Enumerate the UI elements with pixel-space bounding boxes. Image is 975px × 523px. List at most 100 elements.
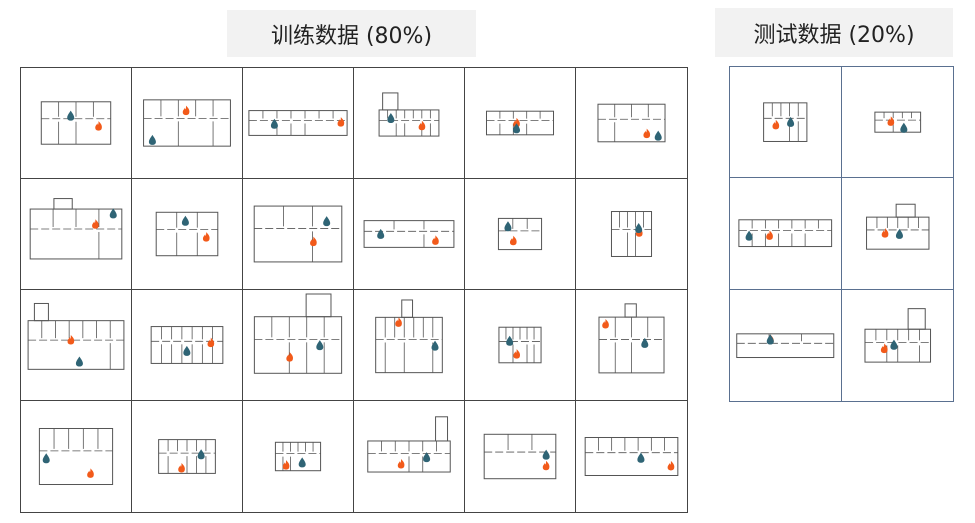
fire-icon <box>87 468 94 478</box>
water-drop-icon <box>181 215 189 226</box>
train-floor-plan-cell <box>243 401 354 512</box>
fire-icon <box>202 232 210 242</box>
floor-plan <box>253 205 343 263</box>
floor-plan <box>738 219 833 248</box>
floor-plan <box>498 326 542 364</box>
fire-icon <box>602 319 609 329</box>
test-floor-plan-cell <box>842 290 954 401</box>
fire-icon <box>881 228 888 238</box>
train-floor-plan-cell <box>354 68 465 179</box>
water-drop-icon <box>197 449 205 460</box>
fire-icon <box>395 317 402 327</box>
train-floor-plan-cell <box>576 179 687 290</box>
train-floor-plan-cell <box>21 179 132 290</box>
water-drop-icon <box>377 228 385 239</box>
floor-plan <box>253 293 343 374</box>
fire-icon <box>418 120 426 131</box>
water-drop-icon <box>183 345 191 356</box>
train-grid <box>20 67 688 513</box>
floor-plan <box>158 439 216 474</box>
floor-plan <box>497 217 543 251</box>
test-data-title: 测试数据 (20%) <box>715 8 953 57</box>
water-drop-icon <box>889 339 897 350</box>
water-drop-icon <box>316 340 324 351</box>
fire-icon <box>286 352 293 362</box>
fire-icon <box>207 337 215 348</box>
fire-icon <box>509 235 517 246</box>
fire-icon <box>282 460 290 470</box>
floor-plan <box>378 92 440 137</box>
floor-plan <box>597 103 666 143</box>
train-floor-plan-cell <box>132 401 243 512</box>
water-drop-icon <box>641 337 649 348</box>
floor-plan <box>40 101 112 145</box>
floor-plan <box>375 299 443 374</box>
train-floor-plan-cell <box>465 401 576 512</box>
floor-plan <box>763 102 808 142</box>
test-floor-plan-cell <box>841 67 953 179</box>
fire-icon <box>397 459 405 469</box>
floor-plan <box>248 110 348 136</box>
water-drop-icon <box>298 457 306 468</box>
water-drop-icon <box>542 449 550 460</box>
test-floor-plan-cell <box>730 67 842 179</box>
floor-plan <box>873 111 921 133</box>
fire-icon <box>513 117 520 128</box>
floor-plan <box>610 211 653 257</box>
train-floor-plan-cell <box>576 401 687 512</box>
train-floor-plan-cell <box>243 290 354 401</box>
water-drop-icon <box>148 134 156 145</box>
water-drop-icon <box>513 123 521 134</box>
fire-icon <box>542 460 550 471</box>
water-drop-icon <box>431 340 439 351</box>
floor-plan <box>598 303 665 374</box>
train-floor-plan-cell <box>354 401 465 512</box>
water-drop-icon <box>766 334 774 345</box>
train-floor-plan-cell <box>132 290 243 401</box>
water-drop-icon <box>109 208 117 219</box>
train-floor-plan-cell <box>354 290 465 401</box>
train-floor-plan-cell <box>21 290 132 401</box>
floor-plan <box>863 307 931 363</box>
fire-icon <box>880 343 888 353</box>
fire-icon <box>310 236 317 247</box>
floor-plan <box>584 436 679 477</box>
train-data-title: 训练数据 (80%) <box>227 10 476 57</box>
train-floor-plan-cell <box>354 179 465 290</box>
train-floor-plan-cell <box>576 68 687 179</box>
floor-plan <box>865 204 929 251</box>
water-drop-icon <box>635 223 643 234</box>
water-drop-icon <box>654 130 662 141</box>
train-floor-plan-cell <box>465 68 576 179</box>
water-drop-icon <box>42 453 50 464</box>
floor-plan <box>29 198 123 260</box>
train-floor-plan-cell <box>21 68 132 179</box>
train-floor-plan-cell <box>243 68 354 179</box>
train-floor-plan-cell <box>21 401 132 512</box>
fire-icon <box>182 105 190 116</box>
train-floor-plan-cell <box>576 290 687 401</box>
fire-icon <box>178 463 185 473</box>
floor-plan <box>143 99 231 147</box>
floor-plan <box>483 433 557 480</box>
water-drop-icon <box>895 229 903 240</box>
train-floor-plan-cell <box>132 179 243 290</box>
fire-icon <box>887 116 894 126</box>
fire-icon <box>432 235 439 245</box>
fire-icon <box>643 128 651 139</box>
train-floor-plan-cell <box>132 68 243 179</box>
water-drop-icon <box>637 452 645 463</box>
water-drop-icon <box>899 122 907 133</box>
water-drop-icon <box>745 230 753 241</box>
water-drop-icon <box>504 221 512 232</box>
water-drop-icon <box>506 335 514 346</box>
floor-plan <box>274 441 322 472</box>
floor-plan <box>363 220 455 248</box>
floor-plan <box>485 110 555 136</box>
water-drop-icon <box>67 110 75 121</box>
floor-plan <box>736 332 835 358</box>
floor-plan <box>150 326 224 364</box>
test-grid <box>729 66 954 402</box>
train-floor-plan-cell <box>465 290 576 401</box>
fire-icon <box>766 230 773 241</box>
